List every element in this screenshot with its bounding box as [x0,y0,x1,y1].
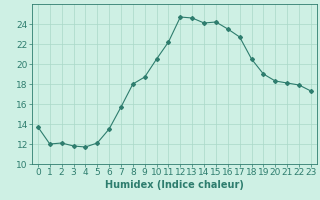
X-axis label: Humidex (Indice chaleur): Humidex (Indice chaleur) [105,180,244,190]
